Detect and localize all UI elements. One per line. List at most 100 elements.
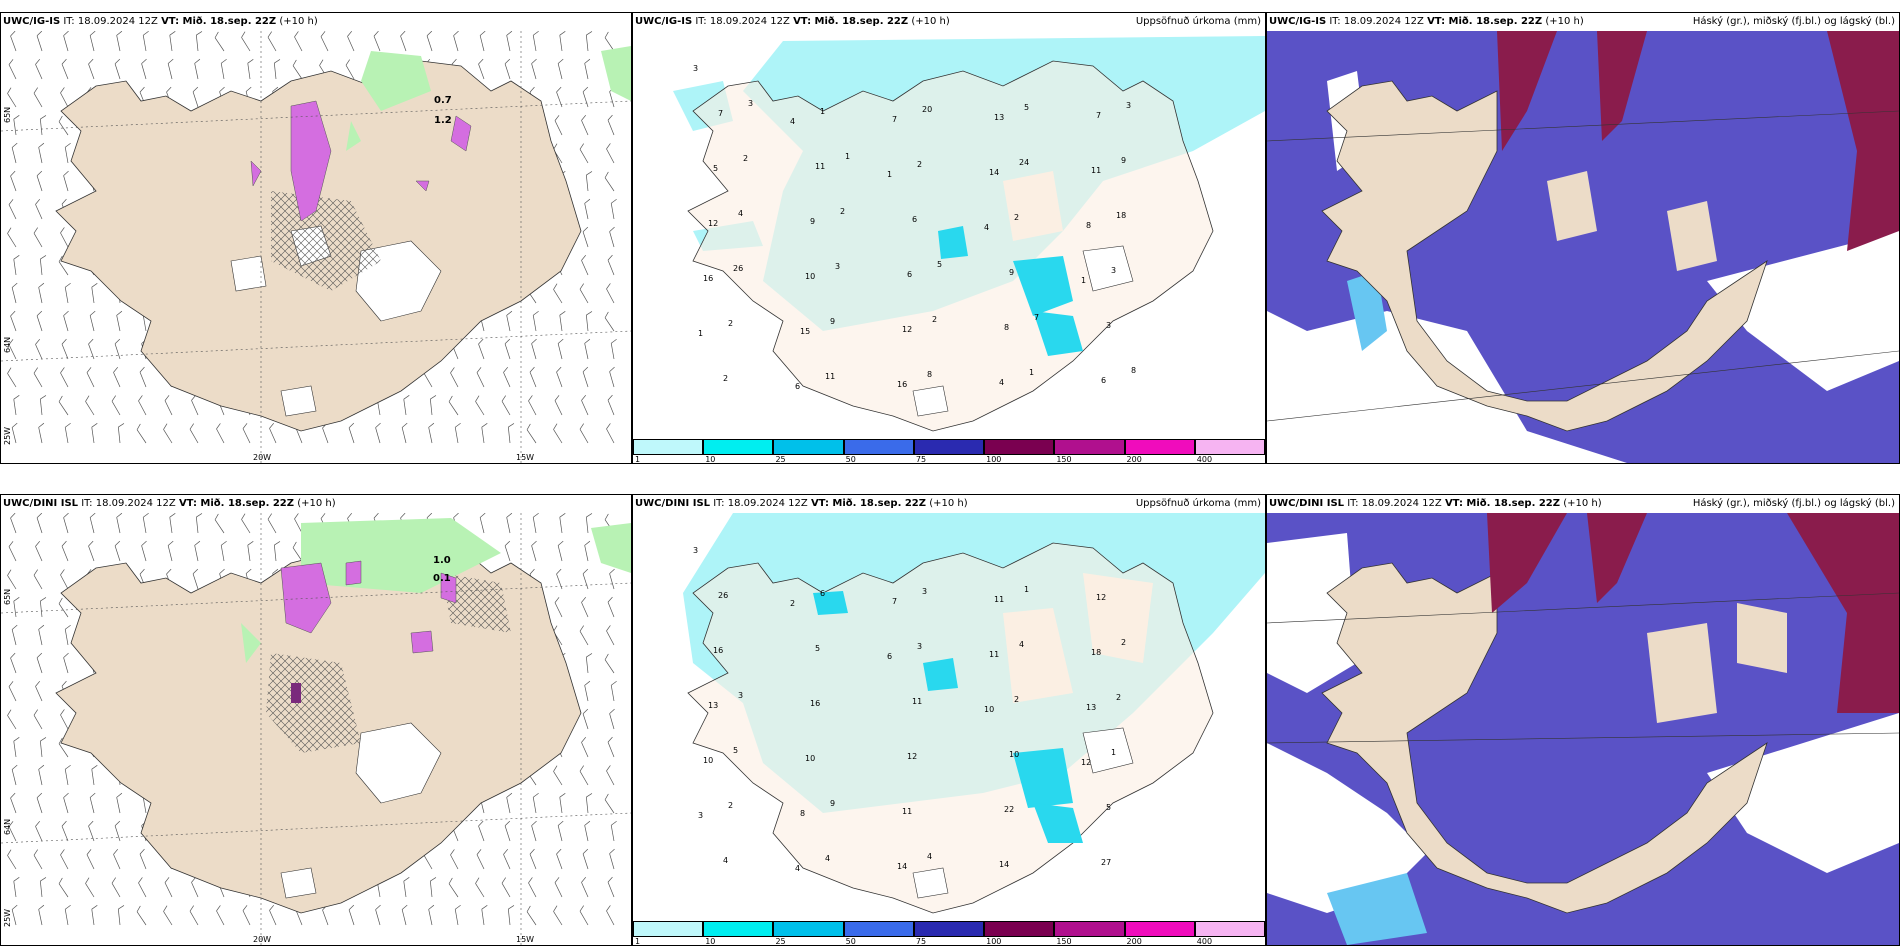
wind-barb xyxy=(13,115,20,136)
wind-barb xyxy=(10,310,17,332)
wind-barb xyxy=(142,513,149,534)
wind-barb xyxy=(579,905,589,926)
precip-panel-top: UWC/IG-IS IT: 18.09.2024 12Z VT: Mið. 18… xyxy=(632,12,1266,464)
wind-barb xyxy=(610,198,617,220)
wind-barb xyxy=(606,143,615,164)
precip-value: 4 xyxy=(984,223,989,232)
wind-barb xyxy=(507,423,515,444)
precip-value: 3 xyxy=(1106,321,1111,330)
precip-value: 9 xyxy=(830,317,835,326)
wind-barb xyxy=(39,395,47,416)
wind-barb xyxy=(557,58,564,80)
wind-barb xyxy=(216,423,225,444)
wind-barb xyxy=(8,681,17,702)
wind-barb xyxy=(8,821,17,842)
precip-value: 7 xyxy=(1034,313,1039,322)
wind-barb xyxy=(604,31,615,52)
wind-barb xyxy=(294,513,303,534)
wind-barb xyxy=(36,513,43,534)
wind-barb xyxy=(116,513,123,534)
precip-value: 6 xyxy=(1101,376,1106,385)
wind-barb xyxy=(322,422,329,444)
precip-value: 13 xyxy=(708,701,718,710)
wind-barb xyxy=(479,31,486,52)
wind-barb xyxy=(610,680,617,702)
legend-swatch xyxy=(984,921,1055,937)
wind-barb xyxy=(33,227,43,248)
wind-barb xyxy=(33,367,43,388)
wind-barb xyxy=(507,905,515,926)
wind-barb xyxy=(609,568,615,590)
wind-barb xyxy=(189,905,199,926)
precip-value: 9 xyxy=(1121,156,1126,165)
wind-barb xyxy=(38,904,45,926)
precip-value: 12 xyxy=(1096,593,1106,602)
wind-barb xyxy=(400,31,407,52)
wind-barb xyxy=(607,876,615,898)
precip-legend: 1 10 25 50 75 100 150 200 400 xyxy=(633,919,1265,945)
wind-barb xyxy=(584,540,591,562)
wind-barb xyxy=(606,423,615,444)
precip-value: 1 xyxy=(887,170,892,179)
wind-barb xyxy=(526,423,537,444)
wind-barb xyxy=(347,31,355,52)
wind-barb xyxy=(35,338,43,360)
wind-barb xyxy=(39,115,47,136)
wind-barb xyxy=(582,366,589,388)
wind-barb xyxy=(604,311,615,332)
wind-barb xyxy=(33,709,43,730)
wind-barb xyxy=(58,115,69,136)
wind-barb xyxy=(86,367,95,388)
wind-barb xyxy=(454,422,461,444)
wind-barb xyxy=(504,58,511,80)
precip-value: 12 xyxy=(907,752,917,761)
panel-title: UWC/IG-IS IT: 18.09.2024 12Z VT: Mið. 18… xyxy=(3,16,318,27)
wind-barb xyxy=(88,540,95,562)
wind-barb xyxy=(113,848,121,870)
wind-barb xyxy=(36,652,43,674)
precip-value: 11 xyxy=(815,162,825,171)
wind-barb xyxy=(36,310,43,332)
wind-barb xyxy=(117,423,125,444)
lat-label: 64N xyxy=(3,818,12,835)
legend-label: 50 xyxy=(845,455,856,464)
wind-barb xyxy=(194,540,201,562)
wind-barb xyxy=(85,877,95,898)
wind-barb xyxy=(559,311,566,332)
wind-barb xyxy=(532,310,539,332)
precip-value: 16 xyxy=(810,699,820,708)
precip-value: 12 xyxy=(708,219,718,228)
wind-barb xyxy=(448,395,459,416)
precip-value: 11 xyxy=(1091,166,1101,175)
legend-label: 200 xyxy=(1126,455,1142,464)
wind-map-top: 0.7 1.2 xyxy=(1,31,631,463)
precip-value: 4 xyxy=(999,378,1004,387)
wind-barb xyxy=(13,597,20,618)
wind-barb xyxy=(13,395,20,416)
panel-variable: Háský (gr.), miðský (fj.bl.) og lágský (… xyxy=(1692,498,1895,509)
precip-value: 3 xyxy=(748,99,753,108)
wind-barb xyxy=(322,904,329,926)
wind-value: 0.1 xyxy=(433,573,451,584)
precip-value: 6 xyxy=(820,589,825,598)
wind-barb xyxy=(292,541,303,562)
wind-barb xyxy=(429,877,437,898)
wind-barb xyxy=(141,540,147,562)
wind-barb xyxy=(60,849,69,870)
precip-value: 2 xyxy=(790,599,795,608)
legend-swatch xyxy=(984,439,1055,455)
precip-panel-bottom: UWC/DINI ISL IT: 18.09.2024 12Z VT: Mið.… xyxy=(632,494,1266,946)
wind-barb xyxy=(114,58,121,80)
precip-value: 3 xyxy=(917,642,922,651)
wind-barb xyxy=(7,849,17,870)
legend-label: 1 xyxy=(635,937,641,946)
legend-label: 25 xyxy=(775,937,786,946)
wind-barb xyxy=(8,199,17,220)
precip-value: 5 xyxy=(815,644,820,653)
legend-swatch xyxy=(633,921,704,937)
precip-values: 3414116714816151613111210124759686711693… xyxy=(693,64,1136,391)
wind-barb xyxy=(556,366,563,388)
wind-barb xyxy=(506,31,513,52)
wind-barb xyxy=(163,423,173,444)
wind-barb xyxy=(503,848,511,870)
